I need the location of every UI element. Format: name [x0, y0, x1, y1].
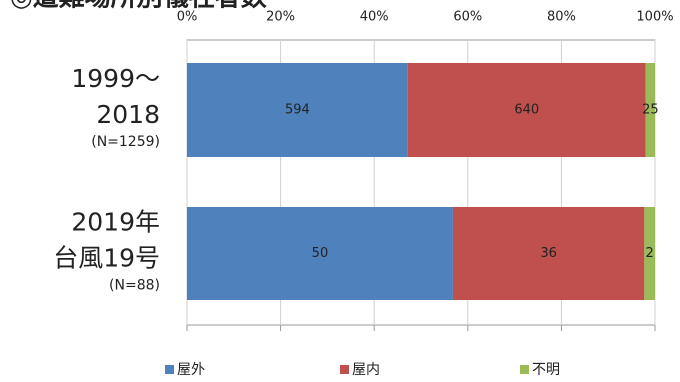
legend-label: 屋内 [352, 362, 380, 378]
legend-swatch [165, 365, 174, 374]
data-label: 640 [514, 103, 539, 118]
data-label: 25 [642, 103, 659, 118]
bar-segment [644, 207, 655, 300]
legend-label: 不明 [532, 362, 560, 378]
data-label: 50 [312, 246, 329, 261]
category-label: 2018 [96, 100, 160, 129]
bar-segment [645, 63, 655, 157]
bar-segment [452, 207, 645, 300]
x-tick-label: 20% [266, 10, 295, 25]
legend-swatch [520, 365, 529, 374]
x-tick-label: 0% [177, 10, 198, 25]
data-label: 2 [646, 246, 654, 261]
category-note: (N=88) [109, 278, 160, 294]
category-label: 2019年 [71, 208, 160, 237]
data-label: 36 [540, 246, 557, 261]
x-tick-label: 80% [547, 10, 576, 25]
x-tick-label: 100% [636, 10, 673, 25]
bar-segment [187, 63, 408, 157]
data-label: 594 [285, 103, 310, 118]
x-tick-label: 40% [360, 10, 389, 25]
chart-title: ◎遭難場所別犠牲者数 [10, 0, 268, 13]
legend-label: 屋外 [177, 362, 205, 378]
bar-segment [407, 63, 646, 157]
bar-segment [187, 207, 453, 300]
legend-swatch [340, 365, 349, 374]
category-note: (N=1259) [91, 134, 160, 150]
category-label: 台風19号 [53, 244, 160, 273]
category-label: 1999～ [71, 64, 160, 93]
x-tick-label: 60% [453, 10, 482, 25]
